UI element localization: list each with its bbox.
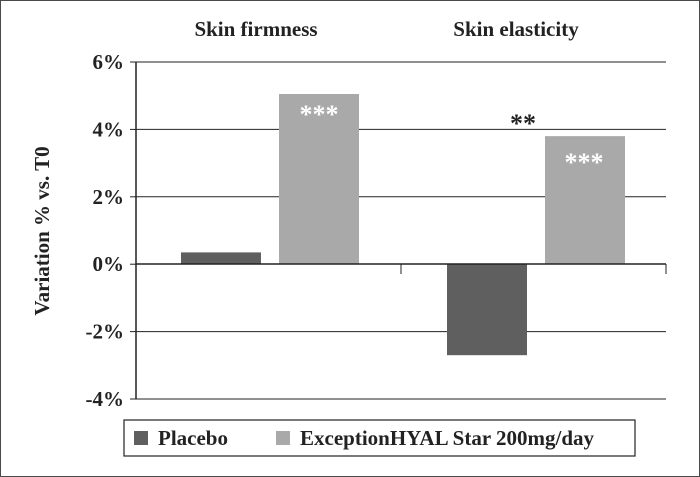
- legend-swatch-placebo: [134, 431, 148, 445]
- legend-label-placebo: Placebo: [158, 426, 228, 450]
- y-tick-label: 4%: [93, 117, 125, 141]
- y-tick-label: 2%: [93, 185, 125, 209]
- y-tick-label: -4%: [86, 387, 125, 411]
- bar-exceptionhyal-elasticity: [545, 136, 625, 265]
- axes: [135, 62, 667, 399]
- significance-elasticity-active: ***: [565, 148, 604, 177]
- y-tick-label: 6%: [93, 50, 125, 74]
- significance-firmness-active: ***: [300, 100, 339, 129]
- y-tick-labels: -4% -2% 0% 2% 4% 6%: [86, 50, 125, 411]
- bar-placebo-elasticity: [447, 264, 527, 356]
- group-title-skin-elasticity: Skin elasticity: [453, 17, 579, 41]
- y-tick-label: 0%: [93, 252, 125, 276]
- bar-exceptionhyal-firmness: [279, 94, 359, 265]
- y-tick-label: -2%: [86, 320, 125, 344]
- legend-label-exceptionhyal: ExceptionHYAL Star 200mg/day: [300, 426, 595, 450]
- legend-box: [123, 419, 636, 457]
- group-title-skin-firmness: Skin firmness: [194, 17, 317, 41]
- significance-elasticity-between: **: [510, 109, 536, 138]
- legend-swatch-exceptionhyal: [276, 431, 290, 445]
- bars: [181, 94, 625, 356]
- legend: Placebo ExceptionHYAL Star 200mg/day: [123, 419, 636, 457]
- y-axis-label: Variation % vs. T0: [30, 146, 54, 315]
- bar-placebo-firmness: [181, 252, 261, 265]
